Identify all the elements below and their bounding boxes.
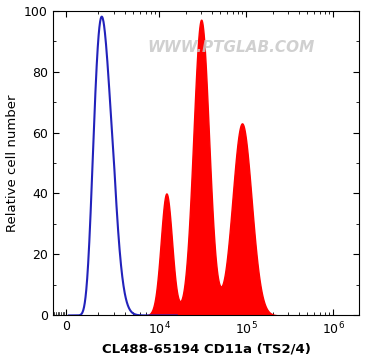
- Text: WWW.PTGLAB.COM: WWW.PTGLAB.COM: [147, 40, 314, 55]
- X-axis label: CL488-65194 CD11a (TS2/4): CL488-65194 CD11a (TS2/4): [102, 343, 311, 356]
- Y-axis label: Relative cell number: Relative cell number: [5, 94, 19, 232]
